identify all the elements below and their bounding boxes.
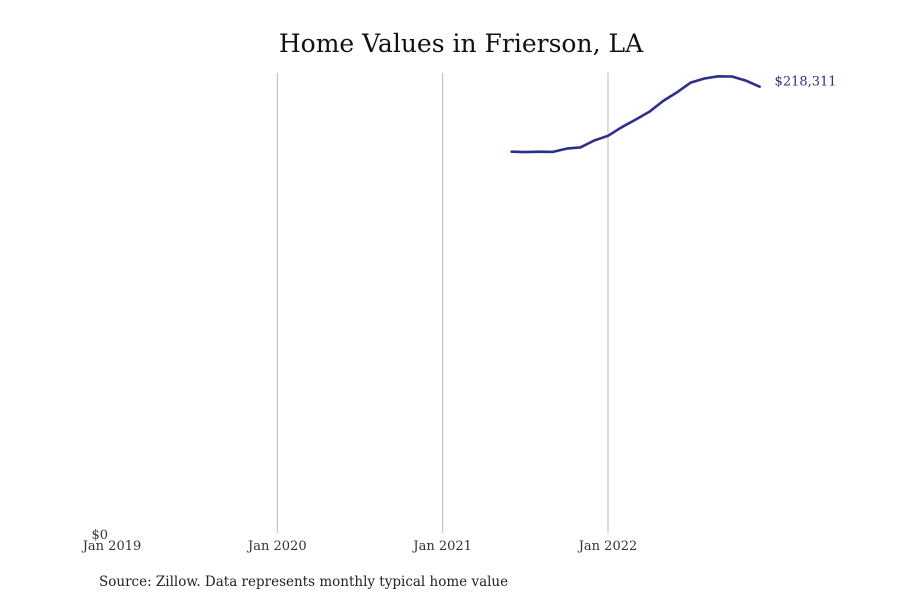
source-note: Source: Zillow. Data represents monthly … bbox=[99, 574, 508, 590]
y-tick-layer: $0 bbox=[91, 528, 108, 543]
chart-title: Home Values in Frierson, LA bbox=[279, 29, 644, 58]
x-tick-layer: Jan 2019 Jan 2020 Jan 2021 Jan 2022 bbox=[81, 539, 638, 554]
series-line bbox=[510, 75, 761, 154]
series-layer: $218,311 bbox=[510, 75, 837, 154]
x-tick-label: Jan 2020 bbox=[246, 539, 307, 554]
x-tick-label: Jan 2019 bbox=[81, 539, 142, 554]
x-tick-label: Jan 2021 bbox=[411, 539, 472, 554]
y-tick-label: $0 bbox=[91, 528, 108, 543]
grid-layer bbox=[276, 73, 609, 533]
x-tick-label: Jan 2022 bbox=[577, 539, 638, 554]
series-end-label: $218,311 bbox=[775, 75, 837, 90]
